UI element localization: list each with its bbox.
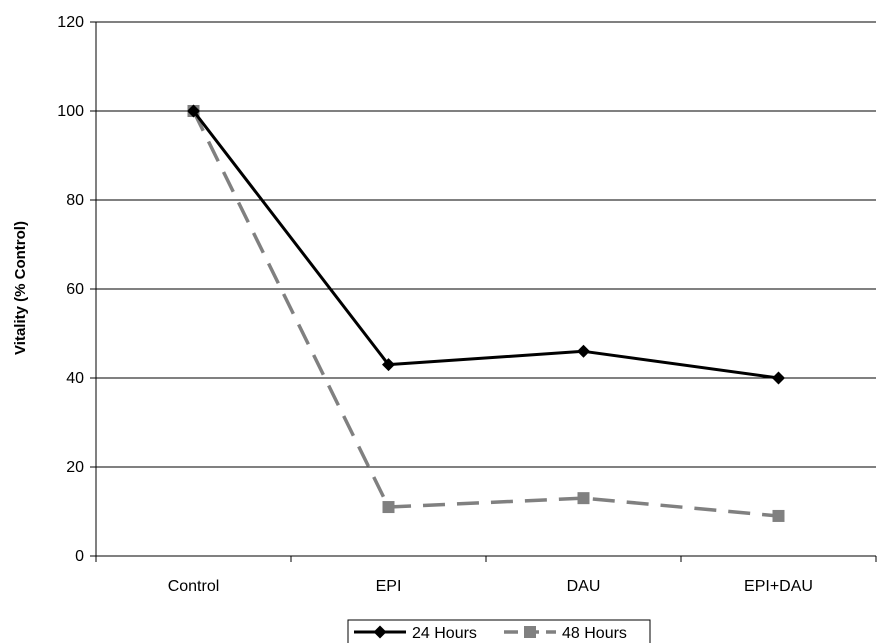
data-point	[382, 358, 395, 372]
y-tick-label: 80	[66, 192, 84, 209]
legend-label: 24 Hours	[412, 625, 477, 642]
series-group	[187, 104, 785, 522]
gridlines	[96, 21, 876, 468]
legend-item: 24 Hours	[354, 625, 477, 642]
y-tick-label: 20	[66, 459, 84, 476]
y-tick-label: 60	[66, 281, 84, 298]
x-tick-label: EPI	[376, 578, 402, 595]
data-point	[577, 344, 590, 358]
legend: 24 Hours 48 Hours	[347, 619, 651, 643]
y-tick-labels: 0 20 40 60 80 100 120	[57, 14, 84, 565]
series-24-hours	[187, 104, 785, 385]
legend-box	[347, 619, 651, 643]
data-point	[772, 509, 785, 522]
data-point	[772, 371, 785, 385]
y-axis-title: Vitality (% Control)	[12, 221, 29, 355]
legend-swatch-marker	[524, 626, 536, 638]
x-tick-labels: Control EPI DAU EPI+DAU	[168, 578, 813, 595]
data-point	[577, 492, 590, 505]
x-tick-label: DAU	[567, 578, 601, 595]
data-point	[187, 104, 200, 118]
legend-label: 48 Hours	[562, 625, 627, 642]
legend-item: 48 Hours	[504, 625, 627, 642]
series-line	[192, 110, 779, 380]
y-tick-label: 40	[66, 370, 84, 387]
series-48-hours	[187, 105, 785, 522]
y-tick-label: 0	[75, 548, 84, 565]
y-tick-label: 120	[57, 14, 84, 31]
x-tick-label: Control	[168, 578, 220, 595]
legend-swatch-marker	[373, 625, 387, 639]
y-tick-label: 100	[57, 103, 84, 120]
axes	[90, 21, 877, 562]
data-point	[382, 501, 395, 514]
x-tick-label: EPI+DAU	[744, 578, 813, 595]
series-line	[191, 110, 779, 518]
